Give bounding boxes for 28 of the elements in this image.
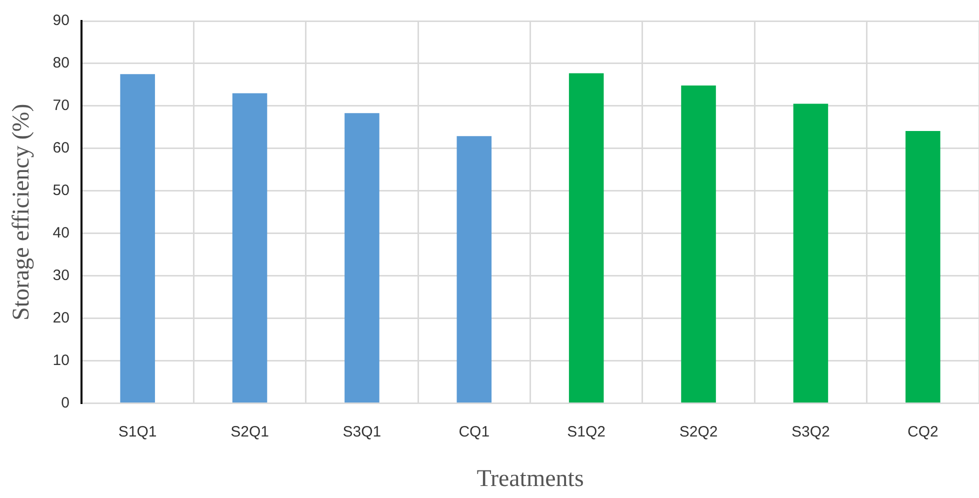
y-tick-label: 20	[52, 309, 70, 326]
y-tick-label: 30	[52, 266, 70, 284]
x-tick-label: S1Q1	[118, 423, 157, 440]
bar	[568, 73, 604, 402]
bar	[456, 136, 492, 402]
bar	[906, 130, 940, 402]
bar	[232, 93, 268, 402]
y-tick-label: 50	[52, 182, 70, 200]
x-tick-label: S2Q2	[679, 423, 718, 440]
y-axis-title: Storage efficiency (%)	[8, 104, 35, 320]
bar	[681, 86, 716, 402]
y-tick-label: 40	[52, 224, 70, 242]
y-tick-label: 90	[52, 12, 70, 30]
x-tick-label: CQ2	[907, 423, 938, 440]
x-tick-label: S1Q2	[567, 423, 606, 440]
y-tick-label: 60	[52, 140, 70, 157]
bar	[344, 113, 380, 402]
x-tick-label: CQ1	[458, 423, 490, 440]
x-tick-label: S3Q1	[342, 423, 382, 440]
y-tick-label: 10	[52, 352, 70, 369]
x-tick-label: S2Q1	[230, 423, 269, 440]
y-tick-label: 80	[52, 54, 70, 72]
y-tick-label: 0	[61, 394, 70, 412]
y-tick-label: 70	[52, 97, 70, 114]
x-axis-title: Treatments	[476, 466, 584, 492]
bar	[120, 74, 155, 402]
bar	[793, 104, 828, 402]
x-tick-label: S3Q2	[792, 423, 830, 440]
